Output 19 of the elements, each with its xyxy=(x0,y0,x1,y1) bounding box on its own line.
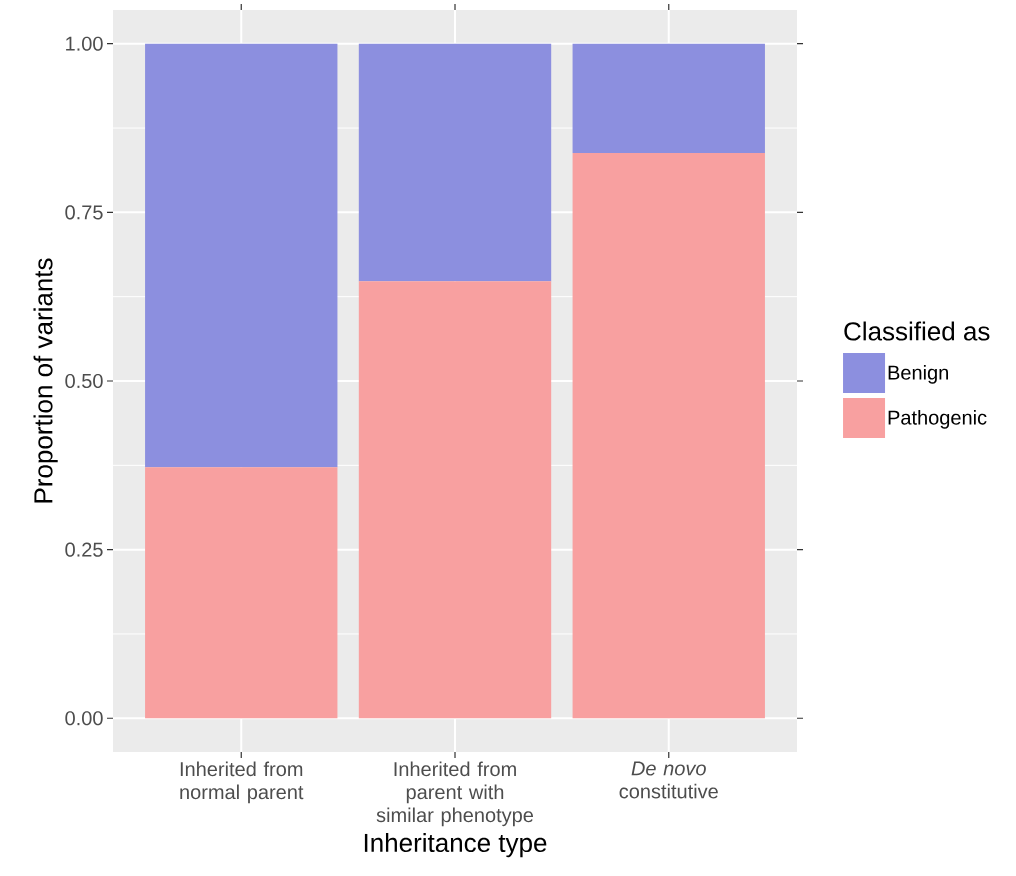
bar xyxy=(572,43,765,153)
legend-title: Classified as xyxy=(844,321,990,341)
bar xyxy=(145,467,338,719)
x-tick-label: Inherited from parent with similar phenotype xyxy=(376,761,534,827)
y-tick-label: 0.25 xyxy=(65,542,103,557)
y-axis-title: Proportion of variants xyxy=(33,258,58,503)
y-tick-label: 1.00 xyxy=(66,36,103,51)
legend-label: Pathogenic xyxy=(888,410,987,429)
x-tick-label: De novo constitutive xyxy=(619,761,718,799)
bar xyxy=(572,153,765,719)
y-tick-label: 0.00 xyxy=(65,711,103,726)
bar xyxy=(145,43,338,468)
y-tick-label: 0.75 xyxy=(65,205,103,220)
x-axis-title: Inheritance type xyxy=(364,833,547,858)
bar xyxy=(358,43,552,282)
x-tick-label: Inherited from normal parent xyxy=(180,761,304,804)
bar xyxy=(358,281,552,719)
y-tick-label: 0.50 xyxy=(65,373,103,389)
legend-label: Benign xyxy=(888,365,948,384)
